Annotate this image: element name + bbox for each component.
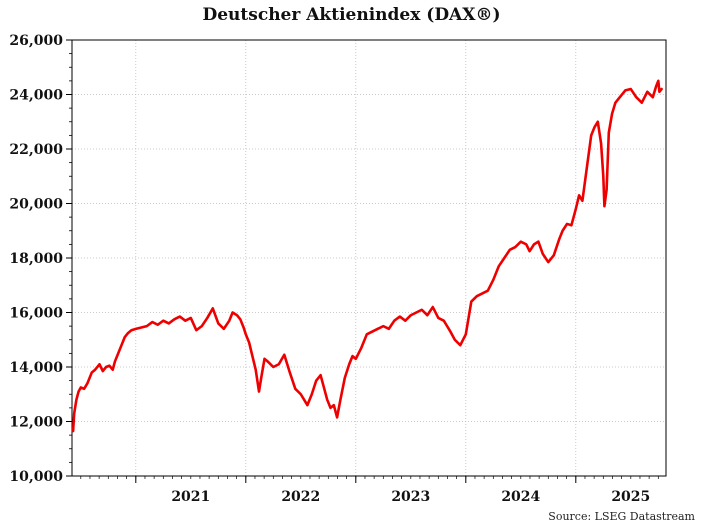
grid-layer xyxy=(72,40,666,476)
y-tick-label: 14,000 xyxy=(9,360,63,376)
y-tick-label: 18,000 xyxy=(9,251,63,267)
dax-series-line xyxy=(71,79,663,433)
x-tick-label: 2024 xyxy=(501,489,540,505)
line-layer xyxy=(71,79,663,433)
x-tick-label: 2021 xyxy=(171,489,210,505)
y-tick-label: 26,000 xyxy=(9,33,63,49)
y-tick-label: 22,000 xyxy=(9,142,63,158)
y-tick-label: 10,000 xyxy=(9,469,63,485)
chart-title: Deutscher Aktienindex (DAX®) xyxy=(202,5,501,25)
axis-layer: 10,000 12,000 14,000 16,000 18,000 20,000 22,0… xyxy=(9,33,667,505)
y-tick-label: 12,000 xyxy=(9,415,63,431)
x-tick-label: 2023 xyxy=(391,489,430,505)
y-tick-label: 16,000 xyxy=(9,306,63,322)
y-tick-label: 24,000 xyxy=(9,88,63,104)
y-tick-label: 20,000 xyxy=(9,197,63,213)
source-note: Source: LSEG Datastream xyxy=(548,510,695,523)
x-tick-label: 2025 xyxy=(611,489,650,505)
plot-frame xyxy=(71,39,667,477)
x-tick-label: 2022 xyxy=(281,489,320,505)
